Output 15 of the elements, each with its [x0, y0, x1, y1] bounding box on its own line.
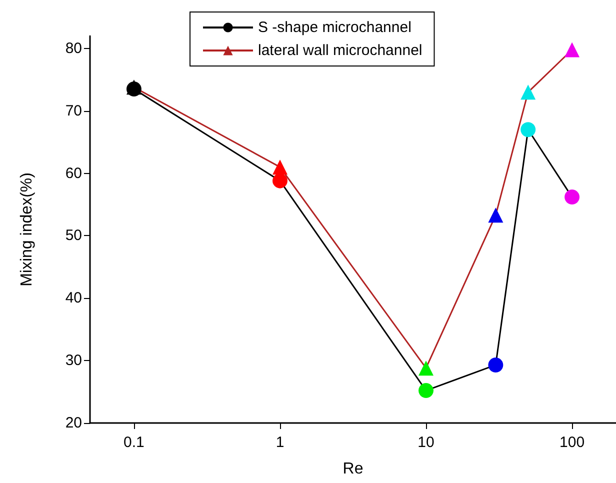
x-tick-label: 10: [418, 434, 434, 451]
legend-label: S -shape microchannel: [258, 19, 412, 36]
y-tick-label: 50: [65, 227, 82, 244]
x-tick-label: 0.1: [124, 434, 144, 451]
y-tick-label: 80: [65, 40, 82, 57]
x-tick-label: 1: [276, 434, 284, 451]
y-tick-label: 20: [65, 414, 82, 432]
y-tick-label: 30: [65, 352, 82, 370]
x-tick-label: 100: [560, 434, 585, 451]
y-tick-label: 70: [65, 102, 82, 120]
y-tick-label: 60: [65, 164, 82, 182]
x-axis-title: Re: [342, 460, 364, 478]
y-axis-title: Mixing index(%): [18, 172, 36, 286]
y-tick-label: 40: [65, 290, 82, 307]
legend-label: lateral wall microchannel: [258, 42, 422, 59]
